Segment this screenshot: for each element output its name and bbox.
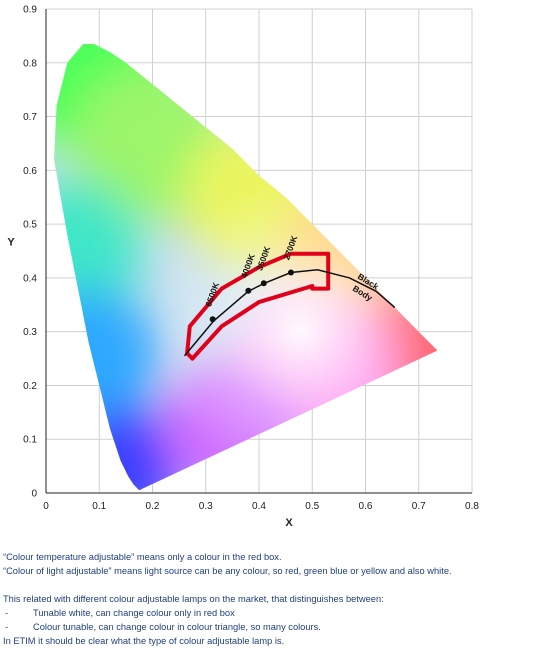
y-tick-label: 0.5 [23,220,37,231]
color-gamut [54,44,438,491]
note-line-4: In ETIM it should be clear what the type… [3,636,285,646]
spacer [3,578,537,592]
bullet-dash: - [5,622,9,632]
x-tick-label: 0.1 [92,501,106,512]
note-line-2: “Colour of light adjustable” means light… [3,566,452,576]
note-line-3: This related with different colour adjus… [3,594,384,604]
y-tick-label: 0.4 [23,273,37,284]
note-bullet-2: - Colour tunable, can change colour in co… [3,620,537,634]
axes [45,9,472,494]
x-tick-label: 0.8 [465,501,479,512]
y-axis-label: Y [7,237,15,249]
note-bullet-1: - Tunable white, can change colour only i… [3,606,537,620]
y-tick-label: 0.6 [23,166,37,177]
x-tick-label: 0.2 [146,501,160,512]
bullet-dash: - [5,608,9,618]
y-tick-label: 0.1 [23,435,37,446]
x-tick-label: 0 [43,501,49,512]
y-tick-label: 0.3 [23,327,37,338]
notes-block: “Colour temperature adjustable” means on… [3,550,537,648]
cie-chromaticity-diagram: 0 0.1 0.2 0.3 0.4 0.5 0.6 0.7 0.8 0 0.1 0.2 0.3 0.4 0.… [7,5,479,530]
bullet-text: Tunable white, can change colour only in… [33,608,235,618]
y-tick-label: 0.2 [23,381,37,392]
y-tick-label: 0.7 [23,112,37,123]
x-tick-label: 0.7 [412,501,426,512]
x-tick-label: 0.5 [305,501,319,512]
bullet-text: Colour tunable, can change colour in col… [33,622,321,632]
y-tick-label: 0 [31,489,37,500]
note-line-1: “Colour temperature adjustable” means on… [3,552,282,562]
cct-point [287,269,294,276]
cct-point [209,316,216,323]
x-axis-label: X [285,517,293,529]
tick-labels: 0 0.1 0.2 0.3 0.4 0.5 0.6 0.7 0.8 0 0.1 0.2 0.3 0.4 0.… [23,5,479,513]
y-tick-label: 0.8 [23,58,37,69]
y-tick-label: 0.9 [23,5,37,16]
red-box [185,251,331,361]
cct-point [245,287,252,294]
cct-point [260,280,267,287]
x-tick-label: 0.3 [199,501,213,512]
x-tick-label: 0.4 [252,501,266,512]
x-tick-label: 0.6 [359,501,373,512]
